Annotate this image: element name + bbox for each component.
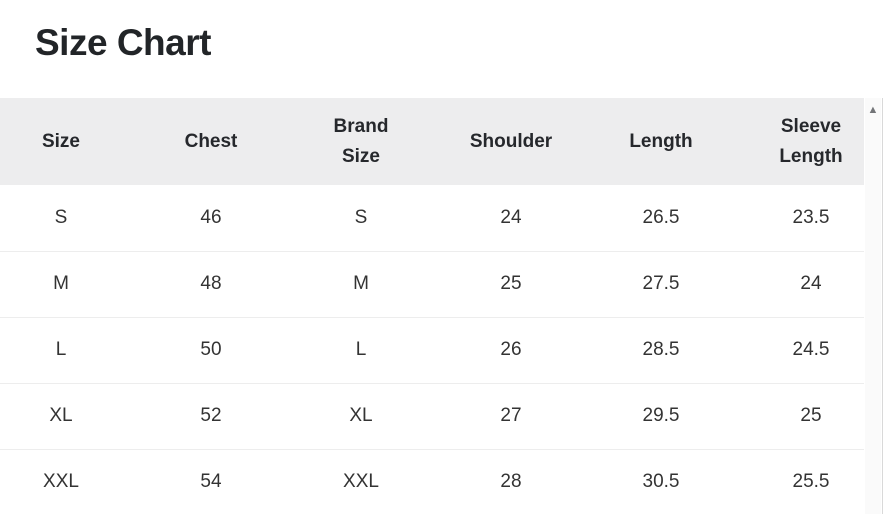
cell-length: 28.5 bbox=[642, 339, 680, 360]
cell-brand-size: L bbox=[355, 339, 367, 360]
scroll-up-button[interactable]: ▲ bbox=[865, 100, 881, 120]
table-header: Size Chest Brand Size Shoulder Length Sl… bbox=[0, 98, 864, 185]
cell-chest: 54 bbox=[200, 471, 222, 493]
cell-length: 26.5 bbox=[642, 206, 680, 228]
cell-sleeve-length: 25 bbox=[800, 405, 822, 426]
page-title: Size Chart bbox=[35, 22, 211, 63]
size-chart-panel: Size Chest Brand Size Shoulder Length Sl… bbox=[0, 98, 883, 514]
cell-chest: 46 bbox=[200, 206, 222, 228]
header-row: Size Chest Brand Size Shoulder Length Sl… bbox=[0, 98, 864, 185]
size-chart-table: Size Chest Brand Size Shoulder Length Sl… bbox=[0, 98, 864, 514]
column-header-size: Size bbox=[41, 130, 81, 152]
cell-shoulder: 27 bbox=[500, 405, 522, 426]
cell-sleeve-length: 23.5 bbox=[792, 206, 830, 228]
triangle-up-icon: ▲ bbox=[867, 103, 879, 116]
cell-size: L bbox=[55, 339, 67, 360]
cell-shoulder: 26 bbox=[500, 339, 522, 360]
cell-chest: 52 bbox=[200, 405, 222, 426]
table-scroll-viewport[interactable]: Size Chest Brand Size Shoulder Length Sl… bbox=[0, 98, 864, 514]
cell-shoulder: 28 bbox=[500, 471, 522, 493]
cell-shoulder: 25 bbox=[500, 273, 522, 294]
column-header-length: Length bbox=[629, 130, 693, 152]
cell-length: 27.5 bbox=[642, 273, 680, 294]
vertical-scrollbar[interactable]: ▲ bbox=[865, 98, 881, 514]
column-header-shoulder: Shoulder bbox=[469, 130, 553, 152]
table-row-m: M 48 M 25 27.5 24 bbox=[0, 251, 864, 317]
cell-shoulder: 24 bbox=[500, 206, 522, 228]
cell-size: XXL bbox=[43, 471, 79, 493]
column-header-sleeve-length: Sleeve Length bbox=[779, 115, 843, 167]
table-body: S 46 S 24 26.5 23.5 M 48 M 25 27.5 24 L bbox=[0, 185, 864, 514]
cell-length: 29.5 bbox=[642, 405, 680, 426]
cell-size: S bbox=[54, 206, 68, 228]
cell-sleeve-length: 25.5 bbox=[792, 471, 830, 493]
table-row-s: S 46 S 24 26.5 23.5 bbox=[0, 185, 864, 251]
cell-brand-size: XL bbox=[349, 405, 373, 426]
table-row-l: L 50 L 26 28.5 24.5 bbox=[0, 317, 864, 383]
cell-chest: 48 bbox=[200, 273, 222, 294]
column-header-brand-size: Brand Size bbox=[333, 115, 389, 167]
cell-chest: 50 bbox=[200, 339, 222, 360]
cell-brand-size: XXL bbox=[343, 471, 379, 493]
table-row-xl: XL 52 XL 27 29.5 25 bbox=[0, 383, 864, 449]
cell-brand-size: S bbox=[354, 206, 368, 228]
cell-sleeve-length: 24 bbox=[800, 273, 822, 294]
table-row-xxl: XXL 54 XXL 28 30.5 25.5 bbox=[0, 449, 864, 514]
cell-sleeve-length: 24.5 bbox=[792, 339, 830, 360]
column-header-chest: Chest bbox=[184, 130, 238, 152]
cell-brand-size: M bbox=[353, 273, 369, 294]
cell-length: 30.5 bbox=[642, 471, 680, 493]
cell-size: M bbox=[53, 273, 69, 294]
cell-size: XL bbox=[49, 405, 73, 426]
